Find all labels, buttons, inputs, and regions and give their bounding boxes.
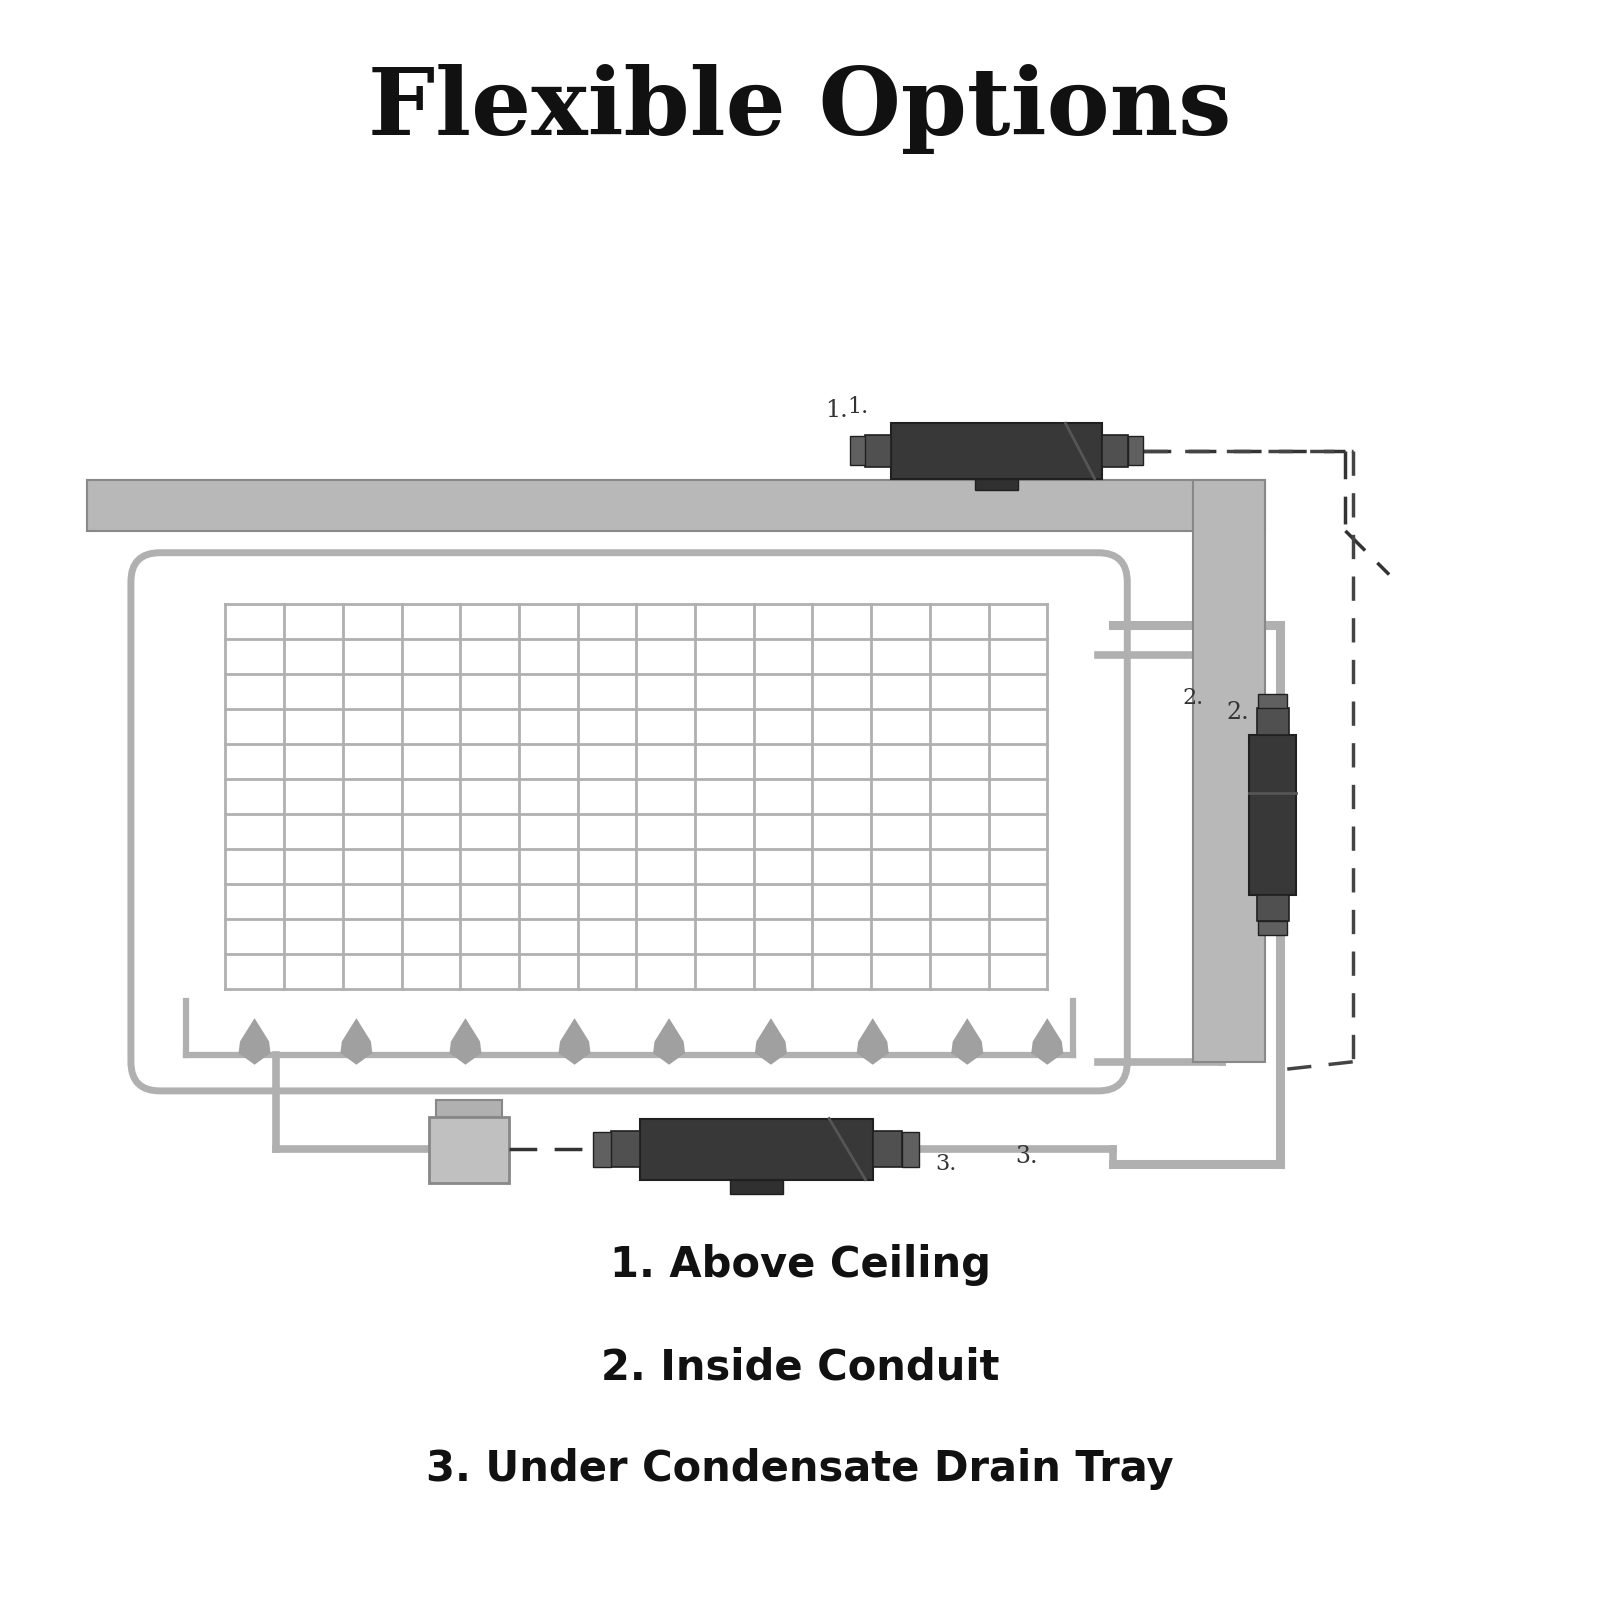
Bar — [1128, 437, 1142, 466]
Bar — [1258, 694, 1288, 709]
Bar — [1250, 734, 1296, 894]
Bar — [1192, 480, 1266, 1062]
Bar — [1102, 435, 1128, 467]
Polygon shape — [558, 1018, 590, 1064]
Bar — [974, 478, 1018, 490]
Text: 2.: 2. — [1182, 686, 1203, 709]
Bar — [429, 1117, 509, 1182]
Text: 3.: 3. — [934, 1152, 957, 1174]
Text: 3. Under Condensate Drain Tray: 3. Under Condensate Drain Tray — [426, 1448, 1174, 1490]
Bar — [88, 480, 1266, 531]
Text: 1.: 1. — [826, 398, 848, 422]
Polygon shape — [1032, 1018, 1064, 1064]
Polygon shape — [341, 1018, 373, 1064]
Polygon shape — [856, 1018, 888, 1064]
Bar — [864, 435, 891, 467]
Bar — [1256, 709, 1288, 734]
Text: 1. Above Ceiling: 1. Above Ceiling — [610, 1245, 990, 1286]
Polygon shape — [238, 1018, 270, 1064]
Polygon shape — [755, 1018, 787, 1064]
Bar — [730, 1179, 782, 1194]
Bar — [640, 1118, 872, 1179]
Polygon shape — [653, 1018, 685, 1064]
Text: 2.: 2. — [1226, 701, 1250, 725]
Bar — [611, 1131, 640, 1168]
Bar — [1258, 920, 1288, 936]
Text: Flexible Options: Flexible Options — [368, 64, 1232, 154]
Bar — [850, 437, 864, 466]
Bar — [1256, 894, 1288, 920]
Bar — [872, 1131, 902, 1168]
Bar — [891, 424, 1102, 478]
Bar — [594, 1131, 611, 1166]
Bar — [902, 1131, 920, 1166]
Polygon shape — [450, 1018, 482, 1064]
Polygon shape — [952, 1018, 984, 1064]
Text: 1.: 1. — [848, 397, 869, 418]
FancyBboxPatch shape — [131, 552, 1128, 1091]
Bar — [437, 1099, 502, 1117]
Text: 2. Inside Conduit: 2. Inside Conduit — [600, 1346, 1000, 1389]
Text: 3.: 3. — [1016, 1146, 1038, 1168]
